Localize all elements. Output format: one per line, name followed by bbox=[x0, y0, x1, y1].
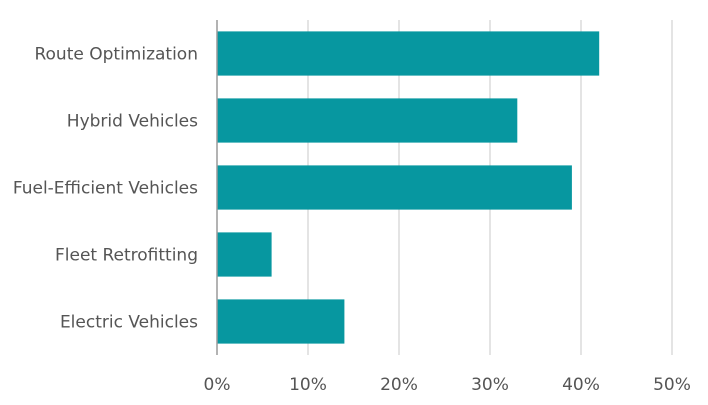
category-label: Fuel-Efficient Vehicles bbox=[13, 179, 198, 199]
x-tick-label: 0% bbox=[204, 375, 231, 395]
category-labels: Route Optimization Hybrid Vehicles Fuel-Ef… bbox=[13, 45, 198, 333]
x-tick-label: 40% bbox=[562, 375, 600, 395]
x-tick-label: 20% bbox=[380, 375, 418, 395]
category-label: Electric Vehicles bbox=[60, 313, 198, 333]
x-tick-label: 30% bbox=[471, 375, 509, 395]
bar-3 bbox=[217, 165, 572, 210]
category-label: Route Optimization bbox=[34, 45, 198, 65]
x-tick-label: 10% bbox=[289, 375, 327, 395]
bar-2 bbox=[217, 98, 518, 143]
x-tick-label: 50% bbox=[653, 375, 691, 395]
bar-5 bbox=[217, 299, 345, 344]
bars bbox=[217, 31, 600, 344]
category-label: Fleet Retrofitting bbox=[55, 246, 198, 266]
category-label: Hybrid Vehicles bbox=[67, 112, 198, 132]
x-tick-labels: 0% 10% 20% 30% 40% 50% bbox=[204, 375, 691, 395]
bar-4 bbox=[217, 232, 272, 277]
bar-1 bbox=[217, 31, 600, 76]
